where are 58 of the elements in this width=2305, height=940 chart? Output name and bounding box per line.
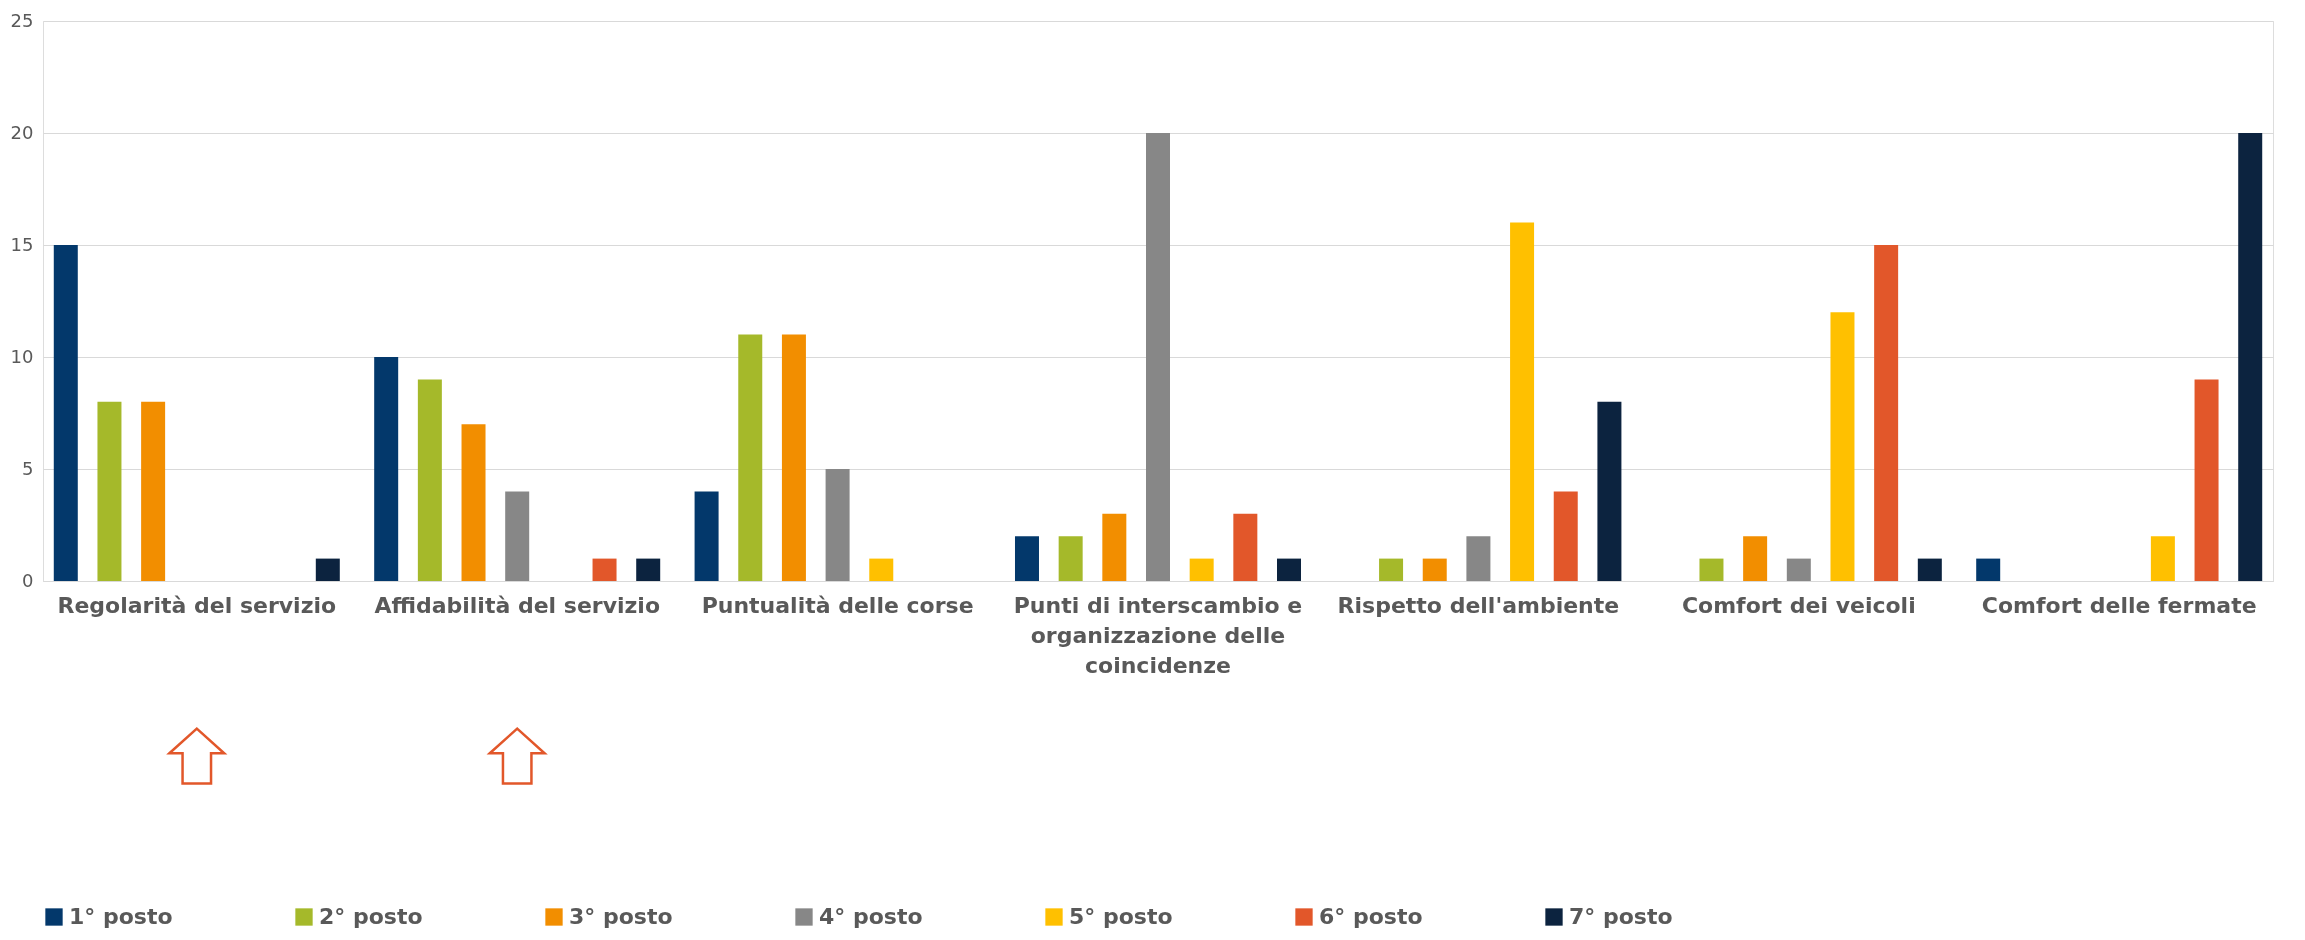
bar [1058, 536, 1083, 581]
legend-label: 7° posto [1569, 904, 1673, 929]
bar [2194, 379, 2219, 581]
x-tick-label: Puntualità delle corse [701, 592, 974, 618]
bar [694, 491, 719, 581]
bar [1553, 491, 1578, 581]
bar [97, 401, 122, 581]
bar [315, 558, 340, 581]
legend-label: 4° posto [819, 904, 923, 929]
x-tick-label: Regolarità del servizio [57, 592, 337, 618]
bar [1146, 133, 1170, 581]
bar [1233, 513, 1258, 581]
bar [53, 245, 78, 581]
bar [825, 469, 850, 581]
bar [1830, 312, 1855, 581]
bar [1976, 558, 2001, 581]
bar [505, 491, 530, 581]
bar [781, 334, 806, 581]
bar [1874, 245, 1899, 581]
y-tick-label: 5 [22, 457, 34, 479]
bar [2238, 133, 2263, 581]
bar [592, 558, 617, 581]
bar [1189, 558, 1214, 581]
x-tick-label: Comfort dei veicoli [1681, 592, 1916, 618]
bar [374, 357, 399, 581]
bar [1699, 558, 1724, 581]
bar [1102, 513, 1127, 581]
bar [869, 558, 894, 581]
y-tick-label: 25 [10, 9, 34, 31]
bar [738, 334, 763, 581]
bar [1917, 558, 1942, 581]
y-tick-label: 10 [10, 345, 34, 367]
bar [1597, 401, 1622, 581]
bar [636, 558, 661, 581]
bar [1014, 536, 1039, 581]
x-tick-label: Punti di interscambio e organizzazione delle coincidenze [1013, 592, 1303, 678]
legend-label: 3° posto [569, 904, 673, 929]
bar [1379, 558, 1404, 581]
bar [417, 379, 442, 581]
bar [1466, 536, 1491, 581]
bar [141, 401, 166, 581]
legend-label: 1° posto [69, 904, 173, 929]
legend-label: 6° posto [1319, 904, 1423, 929]
bar [461, 424, 486, 581]
bar [2150, 536, 2175, 581]
bar [1786, 558, 1811, 581]
bar [1422, 558, 1447, 581]
x-tick-label: Affidabilità del servizio [374, 592, 661, 618]
bar [1277, 558, 1302, 581]
y-tick-label: 0 [22, 569, 34, 591]
y-tick-label: 15 [10, 233, 34, 255]
x-tick-label: Rispetto dell'ambiente [1337, 592, 1620, 618]
y-tick-label: 20 [10, 121, 34, 143]
x-tick-label: Comfort delle fermate [1981, 592, 2257, 618]
legend-label: 2° posto [319, 904, 423, 929]
bar [1743, 536, 1768, 581]
legend-label: 5° posto [1069, 904, 1173, 929]
bar [1510, 222, 1535, 581]
